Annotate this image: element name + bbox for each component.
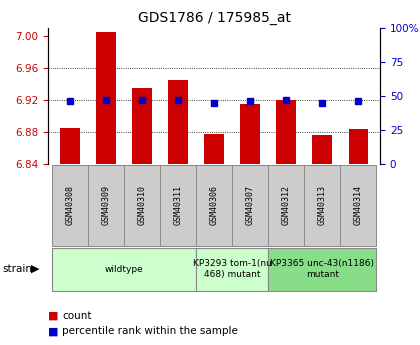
Bar	[60, 128, 80, 164]
Text: GSM40306: GSM40306	[210, 185, 219, 225]
Text: KP3293 tom-1(nu
468) mutant: KP3293 tom-1(nu 468) mutant	[193, 259, 272, 279]
Text: GSM40314: GSM40314	[354, 185, 363, 225]
Text: wildtype: wildtype	[105, 265, 143, 274]
Text: ■: ■	[48, 326, 59, 336]
Bar	[132, 88, 152, 164]
FancyBboxPatch shape	[232, 165, 268, 246]
FancyBboxPatch shape	[124, 165, 160, 246]
Text: strain: strain	[2, 264, 32, 274]
Text: ■: ■	[48, 311, 59, 321]
Text: GSM40310: GSM40310	[138, 185, 147, 225]
FancyBboxPatch shape	[160, 165, 196, 246]
Text: GSM40313: GSM40313	[318, 185, 327, 225]
FancyBboxPatch shape	[196, 165, 232, 246]
Bar	[204, 134, 224, 164]
Text: count: count	[62, 311, 92, 321]
Text: GSM40308: GSM40308	[66, 185, 74, 225]
Text: percentile rank within the sample: percentile rank within the sample	[62, 326, 238, 336]
Bar	[168, 80, 188, 164]
Bar	[312, 135, 332, 164]
Title: GDS1786 / 175985_at: GDS1786 / 175985_at	[138, 11, 291, 25]
FancyBboxPatch shape	[268, 248, 376, 290]
Bar	[96, 32, 116, 164]
Bar	[240, 104, 260, 164]
FancyBboxPatch shape	[304, 165, 341, 246]
Bar	[276, 100, 296, 164]
Text: KP3365 unc-43(n1186)
mutant: KP3365 unc-43(n1186) mutant	[270, 259, 374, 279]
Text: GSM40309: GSM40309	[102, 185, 110, 225]
FancyBboxPatch shape	[196, 248, 268, 290]
FancyBboxPatch shape	[52, 248, 196, 290]
FancyBboxPatch shape	[52, 165, 88, 246]
Text: ▶: ▶	[31, 264, 39, 274]
FancyBboxPatch shape	[88, 165, 124, 246]
Text: GSM40307: GSM40307	[246, 185, 255, 225]
FancyBboxPatch shape	[341, 165, 376, 246]
Bar	[349, 129, 368, 164]
Text: GSM40311: GSM40311	[173, 185, 183, 225]
FancyBboxPatch shape	[268, 165, 304, 246]
Text: GSM40312: GSM40312	[282, 185, 291, 225]
